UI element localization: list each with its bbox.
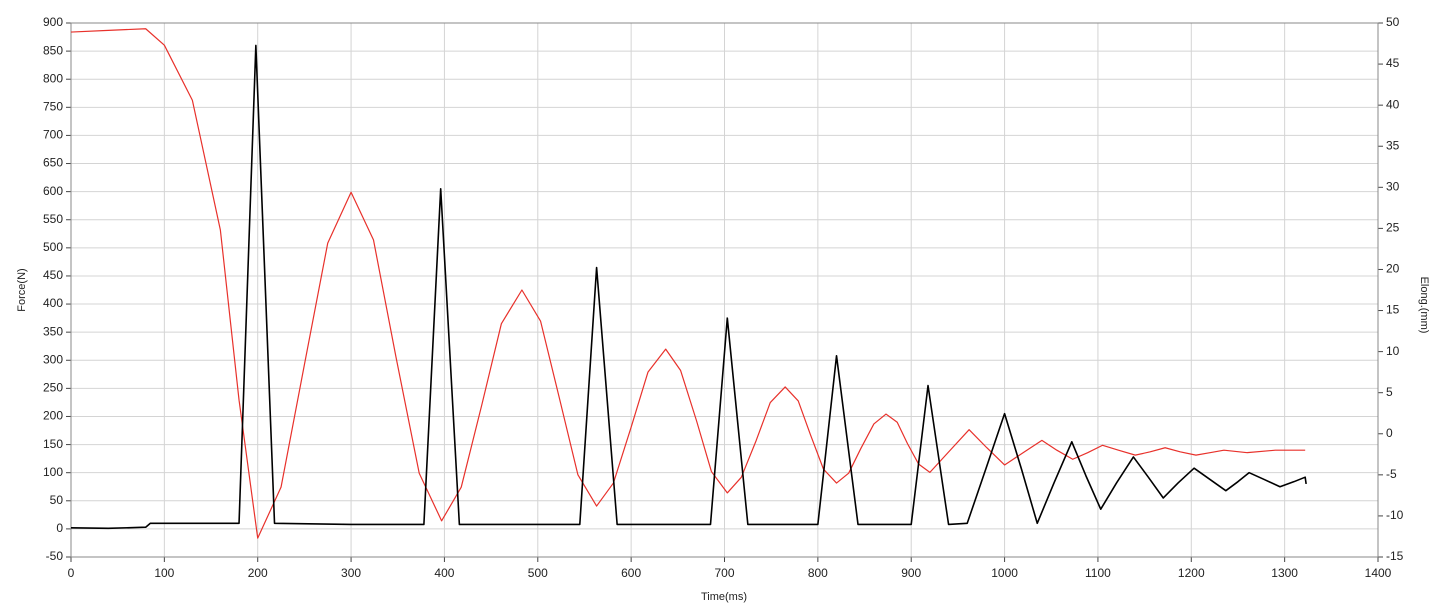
y2-tick-label: 25 [1386, 221, 1400, 235]
y2-tick-label: 45 [1386, 56, 1400, 70]
y-tick-label: 300 [43, 352, 63, 366]
y-tick-label: 200 [43, 409, 63, 423]
y-tick-label: 450 [43, 268, 63, 282]
y-tick-label: 600 [43, 184, 63, 198]
x-tick-label: 0 [68, 566, 75, 580]
x-tick-label: 1400 [1365, 566, 1392, 580]
y-tick-label: 650 [43, 156, 63, 170]
y-tick-label: 750 [43, 99, 63, 113]
y2-tick-label: -10 [1386, 508, 1404, 522]
series-line [70, 44, 1307, 530]
y2-tick-label: 10 [1386, 344, 1400, 358]
y2-tick-label: 30 [1386, 179, 1400, 193]
y2-tick-label: 5 [1386, 385, 1393, 399]
x-tick-label: 100 [154, 566, 174, 580]
y-tick-label: 800 [43, 71, 63, 85]
y2-tick-label: -15 [1386, 549, 1404, 563]
y-tick-label: 250 [43, 381, 63, 395]
x-tick-label: 300 [341, 566, 361, 580]
plot-frame [70, 22, 1379, 558]
y-tick-label: 50 [50, 493, 64, 507]
x-tick-label: 800 [808, 566, 828, 580]
y-tick-label: 850 [43, 43, 63, 57]
x-tick-label: 700 [714, 566, 734, 580]
y-axis-label: Force(N) [16, 268, 28, 311]
x-tick-label: 200 [248, 566, 268, 580]
x-tick-label: 1100 [1085, 566, 1111, 580]
y-tick-label: -50 [46, 549, 64, 563]
y2-tick-label: 15 [1386, 303, 1400, 317]
y2-tick-label: 35 [1386, 138, 1400, 152]
x-tick-label: 500 [528, 566, 548, 580]
y2-tick-label: 20 [1386, 262, 1400, 276]
y-tick-label: 350 [43, 324, 63, 338]
y-tick-label: 700 [43, 128, 63, 142]
y-tick-label: 500 [43, 240, 63, 254]
series-line [70, 28, 1306, 539]
x-tick-label: 1200 [1178, 566, 1205, 580]
y-tick-label: 150 [43, 437, 63, 451]
x-tick-label: 1300 [1271, 566, 1298, 580]
y-tick-label: 900 [43, 15, 63, 29]
x-tick-label: 400 [434, 566, 454, 580]
y2-axis-label: Elong.(mm) [1418, 277, 1430, 334]
x-tick-label: 900 [901, 566, 921, 580]
y-tick-label: 400 [43, 296, 63, 310]
x-axis-label: Time(ms) [701, 591, 747, 603]
y2-tick-label: 40 [1386, 97, 1400, 111]
y-tick-label: 550 [43, 212, 63, 226]
y-tick-label: 100 [43, 465, 63, 479]
x-tick-label: 600 [621, 566, 641, 580]
y2-tick-label: -5 [1386, 467, 1397, 481]
y-tick-label: 0 [56, 521, 63, 535]
y2-tick-label: 0 [1386, 426, 1393, 440]
y2-tick-label: 50 [1386, 15, 1400, 29]
x-tick-label: 1000 [991, 566, 1018, 580]
